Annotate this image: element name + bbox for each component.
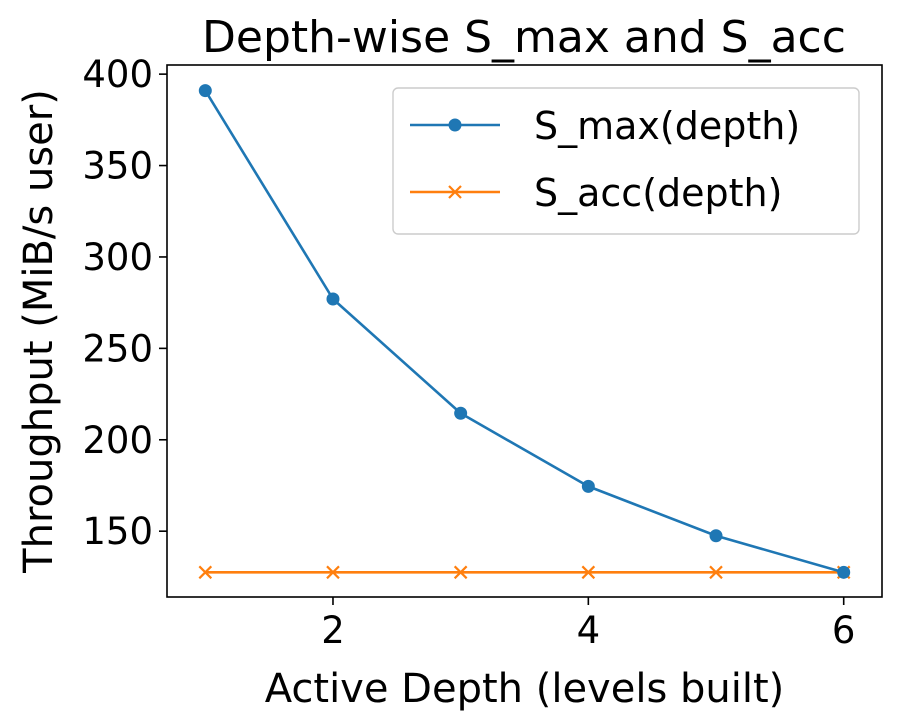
legend-item: S_acc(depth) (410, 171, 782, 215)
x-tick-label: 2 (321, 609, 345, 652)
data-point (581, 565, 596, 580)
legend-box (392, 87, 860, 235)
y-axis-label: Throughput (MiB/s user) (16, 89, 62, 574)
x-tick-label: 6 (832, 609, 856, 652)
data-point (454, 406, 468, 420)
y-axis: 150 200 250 300 350 400 (82, 53, 167, 553)
data-point (581, 479, 595, 493)
data-point (198, 84, 212, 98)
legend-marker (448, 185, 462, 199)
data-point (453, 565, 468, 580)
series-layer (198, 84, 851, 580)
chart-title: Depth-wise S_max and S_acc (202, 12, 846, 63)
x-axis-label: Active Depth (levels built) (265, 666, 785, 712)
data-point (198, 565, 213, 580)
x-axis: 2 4 6 (321, 597, 855, 652)
y-tick-label: 200 (82, 419, 153, 462)
legend: S_max(depth) S_acc(depth) (392, 87, 860, 235)
y-tick-label: 150 (82, 510, 153, 553)
legend-item: S_max(depth) (410, 104, 800, 148)
y-tick-label: 250 (82, 327, 153, 370)
data-point (709, 529, 723, 543)
plot-frame (166, 64, 883, 598)
data-point (837, 565, 851, 579)
y-tick-label: 350 (82, 145, 153, 188)
series-sacc (198, 565, 851, 580)
y-tick-label: 300 (82, 236, 153, 279)
legend-label: S_max(depth) (534, 104, 800, 148)
data-point (709, 565, 723, 580)
x-tick-label: 4 (577, 609, 601, 652)
y-tick-label: 400 (82, 53, 153, 96)
legend-label: S_acc(depth) (534, 171, 782, 215)
data-point (326, 292, 340, 306)
series-smax (198, 84, 851, 579)
series-line (204, 89, 845, 574)
legend-marker (448, 118, 462, 132)
data-point (326, 565, 340, 580)
